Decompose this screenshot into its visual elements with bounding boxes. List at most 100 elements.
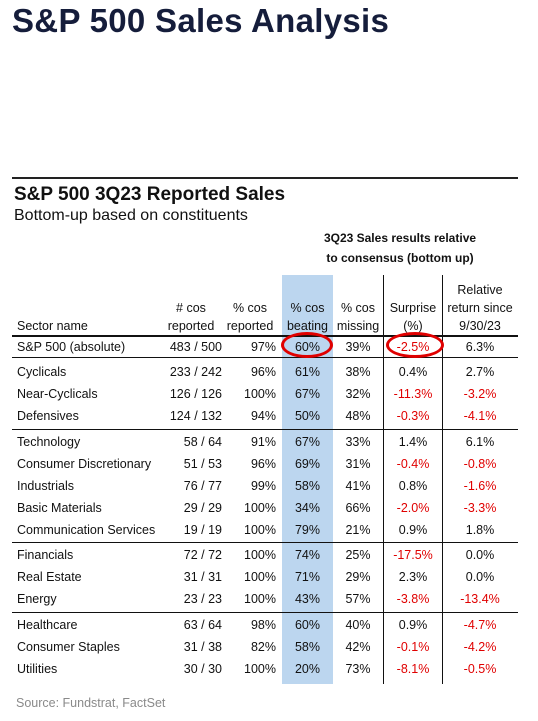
cell-beating: 71% [294,570,321,584]
cell-relative: 0.0% [465,570,495,584]
table-subtitle: Bottom-up based on constituents [14,207,248,224]
cell-surprise: -11.3% [393,387,433,401]
cell-pct-reported: 100% [244,523,276,537]
sector-name: Basic Materials [17,501,102,515]
cell-surprise: 2.3% [398,570,428,584]
group-divider [12,542,518,543]
cell-reported: 23 / 23 [183,592,222,606]
cell-pct-reported: 98% [250,618,276,632]
cell-pct-reported: 94% [250,409,276,423]
cell-surprise: 1.4% [398,435,428,449]
cell-beating: 58% [294,640,321,654]
cell-relative: -4.2% [463,640,497,654]
sector-name: Cyclicals [17,365,67,379]
divider [12,177,518,179]
header-rule [12,335,518,337]
cell-pct-reported: 100% [244,662,276,676]
highlight-oval [281,332,333,358]
cell-missing: 42% [345,640,371,654]
cell-missing: 21% [345,523,371,537]
sector-name: Technology [17,435,81,449]
sector-name: S&P 500 (absolute) [17,340,126,354]
cell-beating: 60% [294,618,321,632]
group-header: 3Q23 Sales results relative to consensus… [300,228,500,268]
sector-name: Near-Cyclicals [17,387,98,401]
column-header: 9/30/23 [459,319,501,333]
cell-relative: -3.2% [463,387,497,401]
cell-reported: 31 / 31 [183,570,222,584]
group-divider [12,357,518,358]
cell-beating: 67% [294,387,321,401]
group-header-line: to consensus (bottom up) [326,251,474,265]
cell-pct-reported: 100% [244,387,276,401]
group-divider [12,429,518,430]
cell-missing: 38% [345,365,371,379]
cell-relative: 0.0% [465,548,495,562]
sector-name: Consumer Staples [17,640,120,654]
cell-relative: -4.1% [463,409,497,423]
cell-relative: 1.8% [465,523,495,537]
cell-surprise: -2.0% [396,501,430,515]
sector-name: Industrials [17,479,74,493]
cell-beating: 43% [294,592,321,606]
cell-relative: -13.4% [460,592,500,606]
cell-beating: 20% [294,662,321,676]
column-separator [383,275,384,684]
cell-beating: 58% [294,479,321,493]
cell-relative: -3.3% [463,501,497,515]
column-header: reported [226,319,274,333]
highlight-oval [386,332,444,358]
cell-pct-reported: 100% [244,548,276,562]
group-divider [12,612,518,613]
cell-relative: -0.8% [463,457,497,471]
column-header: missing [336,319,380,333]
cell-surprise: -0.1% [396,640,430,654]
column-header: Relative [457,283,503,297]
sector-name: Healthcare [17,618,78,632]
cell-reported: 63 / 64 [183,618,222,632]
cell-beating: 79% [294,523,321,537]
cell-reported: 126 / 126 [169,387,222,401]
column-separator [442,275,443,684]
cell-relative: -0.5% [463,662,497,676]
cell-beating: 50% [294,409,321,423]
cell-missing: 40% [345,618,371,632]
cell-pct-reported: 97% [250,340,276,354]
cell-beating: 34% [294,501,321,515]
cell-pct-reported: 100% [244,501,276,515]
cell-reported: 58 / 64 [183,435,222,449]
cell-surprise: 0.8% [398,479,428,493]
cell-beating: 69% [294,457,321,471]
cell-missing: 66% [345,501,371,515]
cell-surprise: -0.4% [396,457,430,471]
column-header: % cos [340,301,376,315]
cell-missing: 48% [345,409,371,423]
cell-reported: 19 / 19 [183,523,222,537]
column-header: return since [447,301,513,315]
cell-beating: 74% [294,548,321,562]
cell-relative: 6.3% [465,340,495,354]
sector-name: Utilities [17,662,58,676]
cell-reported: 31 / 38 [183,640,222,654]
cell-reported: 124 / 132 [169,409,222,423]
cell-relative: 6.1% [465,435,495,449]
cell-pct-reported: 99% [250,479,276,493]
cell-surprise: -8.1% [396,662,430,676]
cell-missing: 25% [345,548,371,562]
sector-name: Defensives [17,409,79,423]
cell-relative: -1.6% [463,479,497,493]
cell-reported: 76 / 77 [183,479,222,493]
cell-surprise: 0.4% [398,365,428,379]
cell-pct-reported: 100% [244,592,276,606]
cell-surprise: -0.3% [396,409,430,423]
column-header: % cos [232,301,268,315]
cell-relative: -4.7% [463,618,497,632]
sector-name: Financials [17,548,74,562]
sector-name: Real Estate [17,570,82,584]
cell-surprise: 0.9% [398,523,428,537]
cell-pct-reported: 100% [244,570,276,584]
cell-missing: 29% [345,570,371,584]
column-header: reported [167,319,215,333]
cell-missing: 39% [345,340,371,354]
cell-missing: 41% [345,479,371,493]
